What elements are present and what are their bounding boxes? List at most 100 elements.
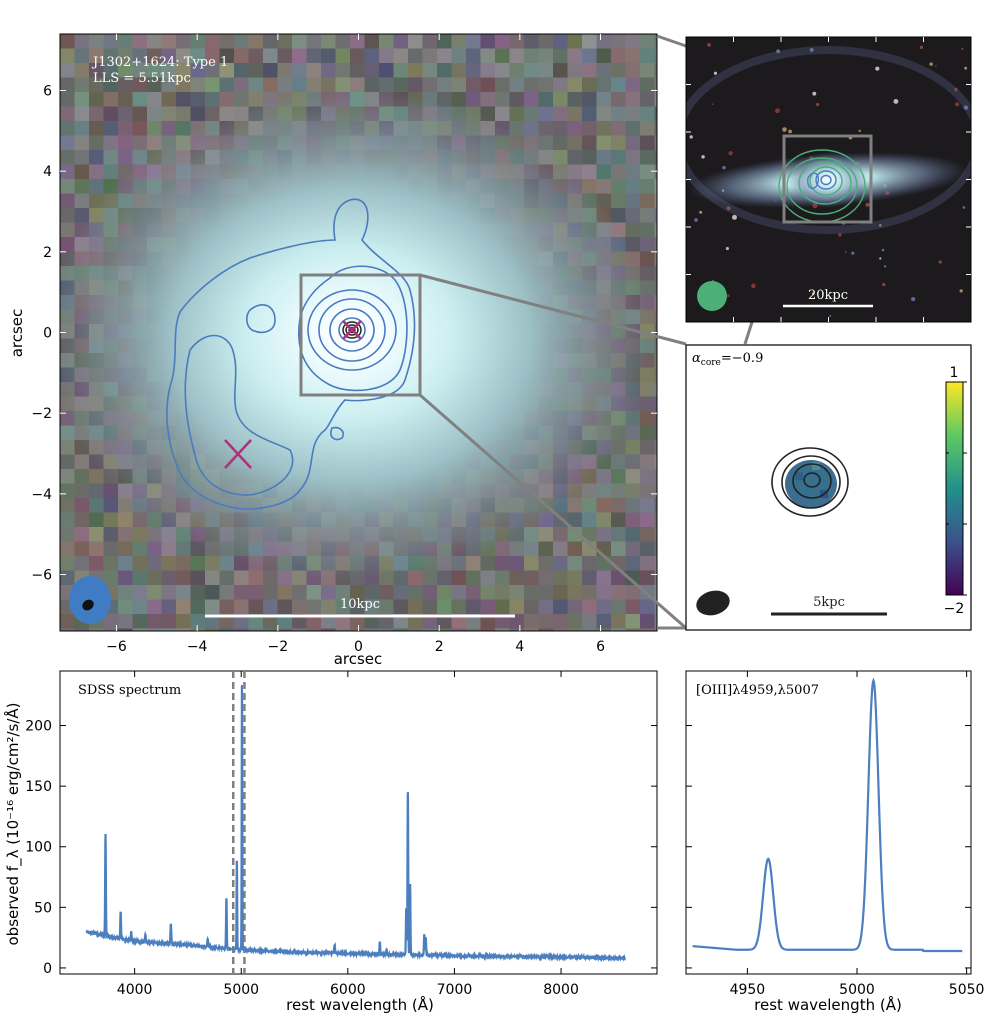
noise-pixel: [640, 63, 655, 78]
noise-pixel: [219, 92, 235, 107]
noise-pixel: [176, 34, 191, 49]
noise-pixel: [393, 599, 409, 615]
core-contour-1: [307, 289, 397, 371]
noise-pixel: [582, 34, 597, 49]
noise-pixel: [248, 599, 264, 615]
noise-pixel: [611, 193, 626, 209]
noise-pixel: [176, 585, 191, 600]
noise-pixel: [553, 556, 568, 571]
noise-pixel: [596, 121, 612, 136]
noise-pixel: [654, 628, 657, 631]
core-contour-4: [338, 317, 366, 343]
noise-pixel: [335, 585, 351, 600]
noise-pixel: [596, 179, 612, 194]
core-contour-black-2: [345, 324, 359, 336]
noise-pixel: [509, 585, 525, 600]
noise-pixel: [625, 512, 641, 528]
noise-pixel: [654, 512, 657, 528]
noise-pixel: [277, 599, 293, 615]
noise-pixel: [408, 63, 423, 78]
noise-pixel: [640, 599, 655, 615]
noise-pixel: [451, 614, 467, 629]
oiii-x-tick-label: 5050: [949, 982, 985, 998]
noise-pixel: [567, 48, 583, 64]
noise-pixel: [437, 48, 452, 64]
noise-pixel: [654, 382, 657, 397]
noise-pixel: [74, 106, 90, 122]
noise-pixel: [118, 77, 133, 93]
y-tick-label: −4: [31, 487, 52, 503]
noise-pixel: [611, 77, 626, 93]
noise-pixel: [103, 512, 119, 528]
background-star: [689, 135, 693, 139]
noise-pixel: [480, 92, 496, 107]
noise-pixel: [60, 106, 75, 122]
background-star: [728, 151, 733, 156]
scale-bar-label-20kpc: 20kpc: [808, 288, 848, 303]
colorbar-ticks: [946, 381, 967, 596]
main-image-title: J1302+1624: Type 1: [91, 55, 228, 70]
noise-pixel: [161, 541, 177, 557]
noise-pixel: [553, 527, 568, 542]
noise-pixel: [553, 135, 568, 151]
noise-pixel: [132, 34, 148, 49]
x-tick-label: −6: [106, 639, 127, 655]
noise-pixel: [132, 570, 148, 586]
noise-pixel: [350, 614, 365, 629]
noise-pixel: [625, 222, 641, 238]
colorbar-min-label: −2: [944, 601, 965, 617]
noise-pixel: [190, 570, 206, 586]
noise-pixel: [466, 599, 481, 615]
noise-pixel: [567, 106, 583, 122]
noise-pixel: [596, 614, 612, 629]
wide-galaxy-arc: [686, 46, 971, 234]
background-star: [732, 214, 737, 220]
noise-pixel: [89, 483, 104, 499]
noise-pixel: [495, 556, 510, 571]
noise-pixel: [132, 512, 148, 528]
noise-pixel: [118, 599, 133, 615]
noise-pixel: [89, 150, 104, 165]
core-contour-2: [318, 298, 386, 362]
noise-pixel: [60, 483, 75, 499]
noise-pixel: [60, 469, 75, 484]
background-star: [882, 283, 886, 287]
noise-pixel: [118, 541, 133, 557]
noise-pixel: [422, 614, 438, 629]
oiii-y-ticks: [686, 725, 971, 969]
noise-pixel: [466, 77, 481, 93]
noise-pixel: [118, 48, 133, 64]
spectrum-x-tick-label: 6000: [330, 982, 366, 998]
noise-pixel: [60, 614, 75, 629]
noise-pixel: [466, 48, 481, 64]
noise-pixel: [495, 106, 510, 122]
noise-pixel: [567, 121, 583, 136]
noise-pixel: [89, 556, 104, 571]
noise-pixel: [103, 556, 119, 571]
noise-pixel: [495, 614, 510, 629]
noise-pixel: [74, 34, 90, 49]
noise-pixel: [364, 63, 380, 78]
noise-pixel: [205, 556, 220, 571]
background-star: [883, 265, 887, 268]
background-star: [713, 71, 718, 75]
noise-pixel: [161, 92, 177, 107]
noise-pixel: [103, 527, 119, 542]
noise-pixel: [161, 48, 177, 64]
noise-pixel: [219, 570, 235, 586]
noise-pixel: [408, 77, 423, 93]
noise-pixel: [147, 121, 162, 136]
noise-pixel: [219, 628, 235, 631]
noise-pixel: [611, 454, 626, 470]
sdss-spectrum-panel: 4000 5000 6000 7000 8000 0 50 100 150 200 SDSS s…: [3, 670, 658, 1014]
noise-pixel: [364, 34, 380, 49]
noise-pixel: [654, 309, 657, 325]
noise-pixel: [611, 179, 626, 194]
noise-pixel: [74, 469, 90, 484]
noise-pixel: [567, 570, 583, 586]
noise-pixel: [640, 34, 655, 49]
noise-pixel: [103, 92, 119, 107]
noise-pixel: [451, 77, 467, 93]
noise-pixel: [596, 469, 612, 484]
noise-pixel: [553, 92, 568, 107]
